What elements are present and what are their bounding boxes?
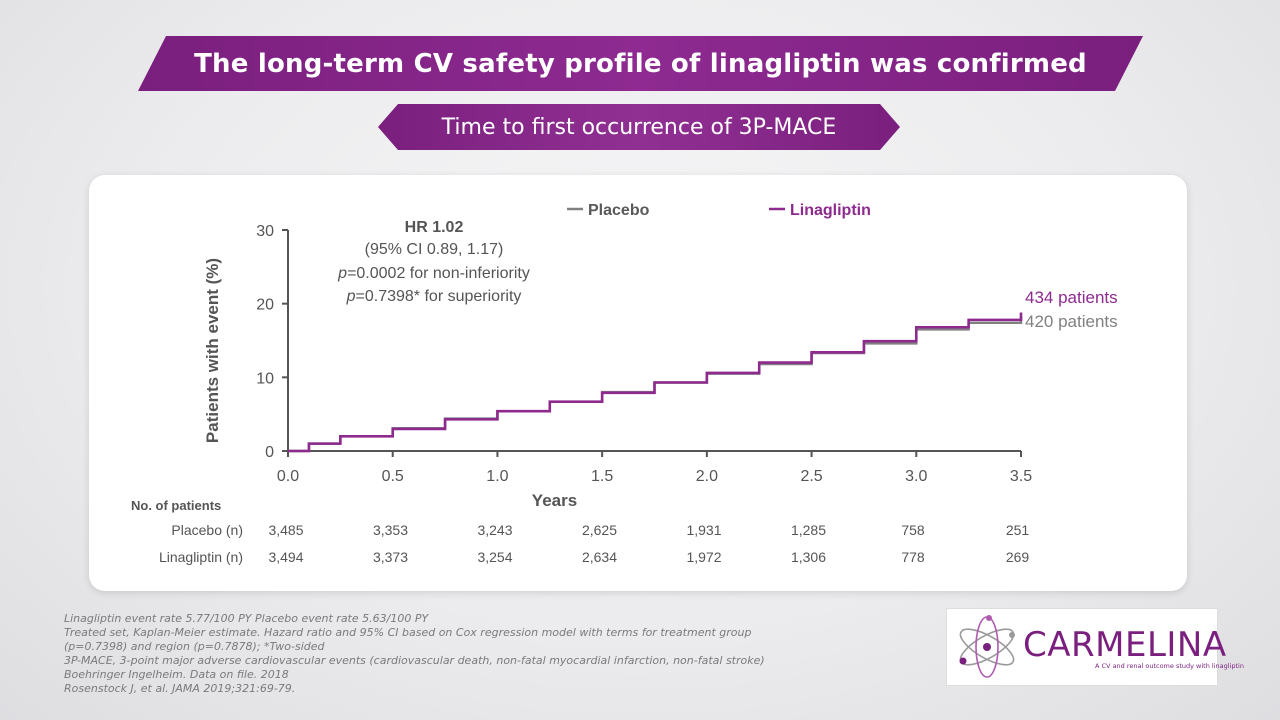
- series-line-linagliptin: [288, 312, 1023, 453]
- x-tick-label: 0.0: [277, 468, 299, 485]
- x-tick-label: 0.5: [382, 468, 404, 485]
- x-tick-label: 1.0: [486, 468, 508, 485]
- x-tick-label: 3.5: [1010, 468, 1032, 485]
- at-risk-value: 3,494: [268, 549, 303, 565]
- at-risk-value: 778: [901, 549, 925, 565]
- at-risk-value: 3,373: [373, 549, 408, 565]
- logo-tagline: A CV and renal outcome study with linagl…: [1095, 662, 1244, 670]
- page-title: The long-term CV safety profile of linag…: [194, 48, 1087, 79]
- km-chart: 0 10 20 30 0.0 0.5 1.0 1.5 2.0 2.5 3.0 3.5 Years Pati…: [131, 202, 1118, 565]
- at-risk-value: 1,931: [686, 522, 721, 538]
- chart-panel: 0 10 20 30 0.0 0.5 1.0 1.5 2.0 2.5 3.0 3.5 Years Pati…: [89, 175, 1187, 591]
- y-tick-label: 20: [256, 297, 274, 314]
- y-tick-label: 10: [256, 370, 274, 387]
- p-symbol: p: [337, 265, 347, 282]
- footnote: Linagliptin event rate 5.77/100 PY Place…: [64, 612, 429, 625]
- legend-label-linagliptin: Linagliptin: [790, 202, 871, 219]
- at-risk-row-label: Placebo (n): [171, 522, 243, 538]
- p-symbol: p: [346, 288, 356, 305]
- p-value-noninferiority: p=0.0002 for non-inferiority: [337, 265, 530, 282]
- at-risk-header: No. of patients: [131, 498, 221, 513]
- logo-wordmark: CARMELINA: [1023, 625, 1227, 665]
- p-text: =0.0002 for non-inferiority: [347, 265, 530, 282]
- at-risk-value: 2,625: [582, 522, 617, 538]
- footnotes: Linagliptin event rate 5.77/100 PY Place…: [64, 612, 864, 696]
- end-label-placebo: 420 patients: [1025, 312, 1118, 331]
- carmelina-logo: CARMELINA A CV and renal outcome study w…: [946, 608, 1244, 686]
- at-risk-value: 3,243: [477, 522, 512, 538]
- x-tick-label: 3.0: [905, 468, 927, 485]
- confidence-interval: (95% CI 0.89, 1.17): [365, 241, 504, 258]
- at-risk-value: 2,634: [582, 549, 617, 565]
- at-risk-value: 1,306: [791, 549, 826, 565]
- title-banner: The long-term CV safety profile of linag…: [138, 36, 1143, 91]
- x-tick-label: 2.5: [800, 468, 822, 485]
- p-value-superiority: p=0.7398* for superiority: [346, 288, 522, 305]
- at-risk-value: 758: [901, 522, 925, 538]
- legend-label-placebo: Placebo: [588, 202, 650, 219]
- at-risk-value: 1,972: [686, 549, 721, 565]
- end-label-linagliptin: 434 patients: [1025, 288, 1118, 307]
- at-risk-value: 251: [1006, 522, 1030, 538]
- at-risk-value: 3,353: [373, 522, 408, 538]
- atom-icon: [959, 615, 1015, 678]
- x-tick-label: 2.0: [696, 468, 718, 485]
- at-risk-value: 3,254: [477, 549, 512, 565]
- at-risk-value: 269: [1006, 549, 1030, 565]
- y-tick-label: 30: [256, 223, 274, 240]
- at-risk-value: 3,485: [268, 522, 303, 538]
- x-axis-label: Years: [532, 491, 577, 510]
- subtitle-banner: Time to first occurrence of 3P-MACE: [378, 104, 900, 150]
- at-risk-value: 1,285: [791, 522, 826, 538]
- page-subtitle: Time to first occurrence of 3P-MACE: [441, 114, 837, 140]
- footnote: Rosenstock J, et al. JAMA 2019;321:69-79…: [64, 682, 296, 695]
- x-tick-label: 1.5: [591, 468, 613, 485]
- at-risk-row-label: Linagliptin (n): [159, 549, 243, 565]
- footnote: Treated set, Kaplan-Meier estimate. Haza…: [64, 626, 752, 639]
- footnote: Boehringer Ingelheim. Data on file. 2018: [64, 668, 289, 681]
- y-tick-label: 0: [265, 444, 274, 461]
- footnote: 3P-MACE, 3-point major adverse cardiovas…: [64, 654, 765, 667]
- footnote: (p=0.7398) and region (p=0.7878); *Two-s…: [64, 640, 325, 653]
- hazard-ratio: HR 1.02: [405, 219, 464, 236]
- y-axis-label: Patients with event (%): [203, 258, 222, 443]
- p-text: =0.7398* for superiority: [356, 288, 522, 305]
